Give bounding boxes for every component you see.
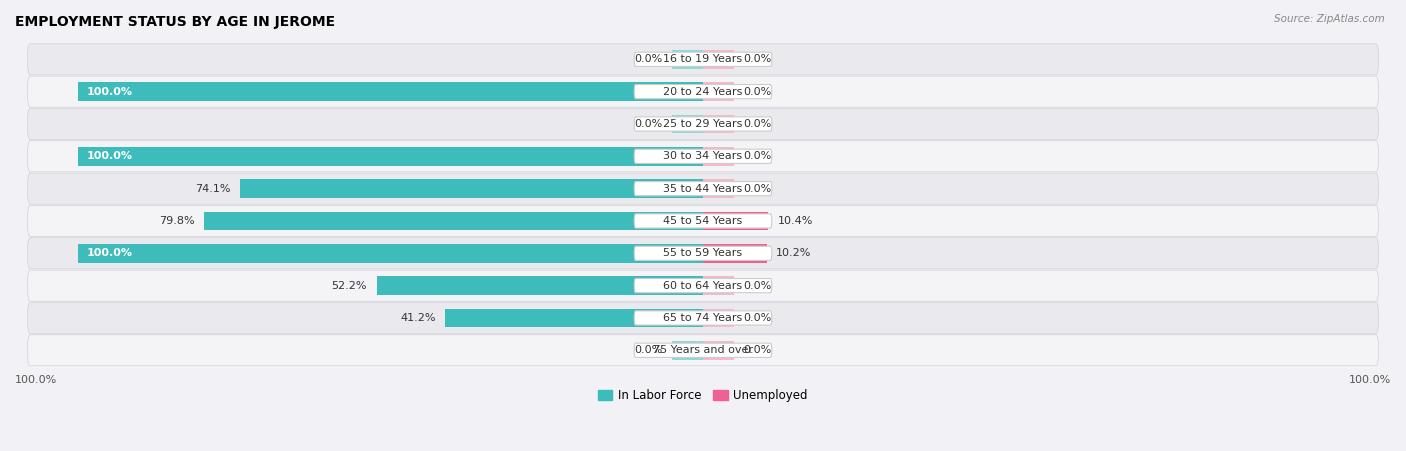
- Text: 0.0%: 0.0%: [744, 281, 772, 290]
- Bar: [672, 50, 703, 69]
- FancyBboxPatch shape: [28, 270, 1378, 301]
- Text: 0.0%: 0.0%: [744, 119, 772, 129]
- Text: 60 to 64 Years: 60 to 64 Years: [664, 281, 742, 290]
- Text: 55 to 59 Years: 55 to 59 Years: [664, 249, 742, 258]
- FancyBboxPatch shape: [634, 149, 772, 163]
- Text: 10.2%: 10.2%: [776, 249, 811, 258]
- Text: 0.0%: 0.0%: [744, 87, 772, 97]
- Text: 0.0%: 0.0%: [744, 184, 772, 193]
- Text: 74.1%: 74.1%: [194, 184, 231, 193]
- Bar: [703, 341, 734, 360]
- Text: 0.0%: 0.0%: [744, 313, 772, 323]
- Bar: [703, 147, 734, 166]
- Text: 10.4%: 10.4%: [778, 216, 813, 226]
- FancyBboxPatch shape: [28, 206, 1378, 236]
- Text: 16 to 19 Years: 16 to 19 Years: [664, 54, 742, 64]
- Bar: [77, 82, 703, 101]
- Text: 100.0%: 100.0%: [1348, 374, 1391, 385]
- Bar: [703, 276, 734, 295]
- Text: 0.0%: 0.0%: [744, 151, 772, 161]
- FancyBboxPatch shape: [28, 44, 1378, 75]
- FancyBboxPatch shape: [28, 141, 1378, 172]
- Bar: [77, 244, 703, 262]
- Text: 25 to 29 Years: 25 to 29 Years: [664, 119, 742, 129]
- Text: EMPLOYMENT STATUS BY AGE IN JEROME: EMPLOYMENT STATUS BY AGE IN JEROME: [15, 15, 335, 29]
- Text: 100.0%: 100.0%: [87, 87, 134, 97]
- FancyBboxPatch shape: [28, 76, 1378, 107]
- Bar: [703, 82, 734, 101]
- Bar: [672, 341, 703, 360]
- Bar: [204, 212, 703, 230]
- Text: 0.0%: 0.0%: [744, 345, 772, 355]
- FancyBboxPatch shape: [28, 108, 1378, 139]
- FancyBboxPatch shape: [28, 303, 1378, 333]
- Text: 45 to 54 Years: 45 to 54 Years: [664, 216, 742, 226]
- FancyBboxPatch shape: [28, 335, 1378, 366]
- Text: 20 to 24 Years: 20 to 24 Years: [664, 87, 742, 97]
- Text: 100.0%: 100.0%: [87, 249, 134, 258]
- Text: 52.2%: 52.2%: [332, 281, 367, 290]
- FancyBboxPatch shape: [634, 311, 772, 325]
- Text: 75 Years and over: 75 Years and over: [652, 345, 754, 355]
- FancyBboxPatch shape: [634, 181, 772, 196]
- Text: 0.0%: 0.0%: [634, 119, 662, 129]
- FancyBboxPatch shape: [634, 117, 772, 131]
- Text: Source: ZipAtlas.com: Source: ZipAtlas.com: [1274, 14, 1385, 23]
- Bar: [672, 115, 703, 133]
- Text: 100.0%: 100.0%: [15, 374, 58, 385]
- Legend: In Labor Force, Unemployed: In Labor Force, Unemployed: [593, 384, 813, 407]
- Text: 100.0%: 100.0%: [87, 151, 134, 161]
- FancyBboxPatch shape: [634, 246, 772, 260]
- FancyBboxPatch shape: [634, 52, 772, 66]
- Bar: [239, 179, 703, 198]
- Text: 35 to 44 Years: 35 to 44 Years: [664, 184, 742, 193]
- Bar: [446, 308, 703, 327]
- Bar: [377, 276, 703, 295]
- Bar: [703, 115, 734, 133]
- Text: 0.0%: 0.0%: [634, 54, 662, 64]
- Bar: [703, 212, 768, 230]
- FancyBboxPatch shape: [634, 279, 772, 293]
- Text: 0.0%: 0.0%: [744, 54, 772, 64]
- FancyBboxPatch shape: [634, 214, 772, 228]
- FancyBboxPatch shape: [634, 84, 772, 99]
- Bar: [703, 308, 734, 327]
- Text: 41.2%: 41.2%: [401, 313, 436, 323]
- FancyBboxPatch shape: [28, 173, 1378, 204]
- FancyBboxPatch shape: [28, 238, 1378, 269]
- FancyBboxPatch shape: [634, 343, 772, 357]
- Bar: [703, 50, 734, 69]
- Text: 65 to 74 Years: 65 to 74 Years: [664, 313, 742, 323]
- Bar: [703, 179, 734, 198]
- Bar: [77, 147, 703, 166]
- Text: 0.0%: 0.0%: [634, 345, 662, 355]
- Text: 30 to 34 Years: 30 to 34 Years: [664, 151, 742, 161]
- Bar: [703, 244, 766, 262]
- Text: 79.8%: 79.8%: [159, 216, 194, 226]
